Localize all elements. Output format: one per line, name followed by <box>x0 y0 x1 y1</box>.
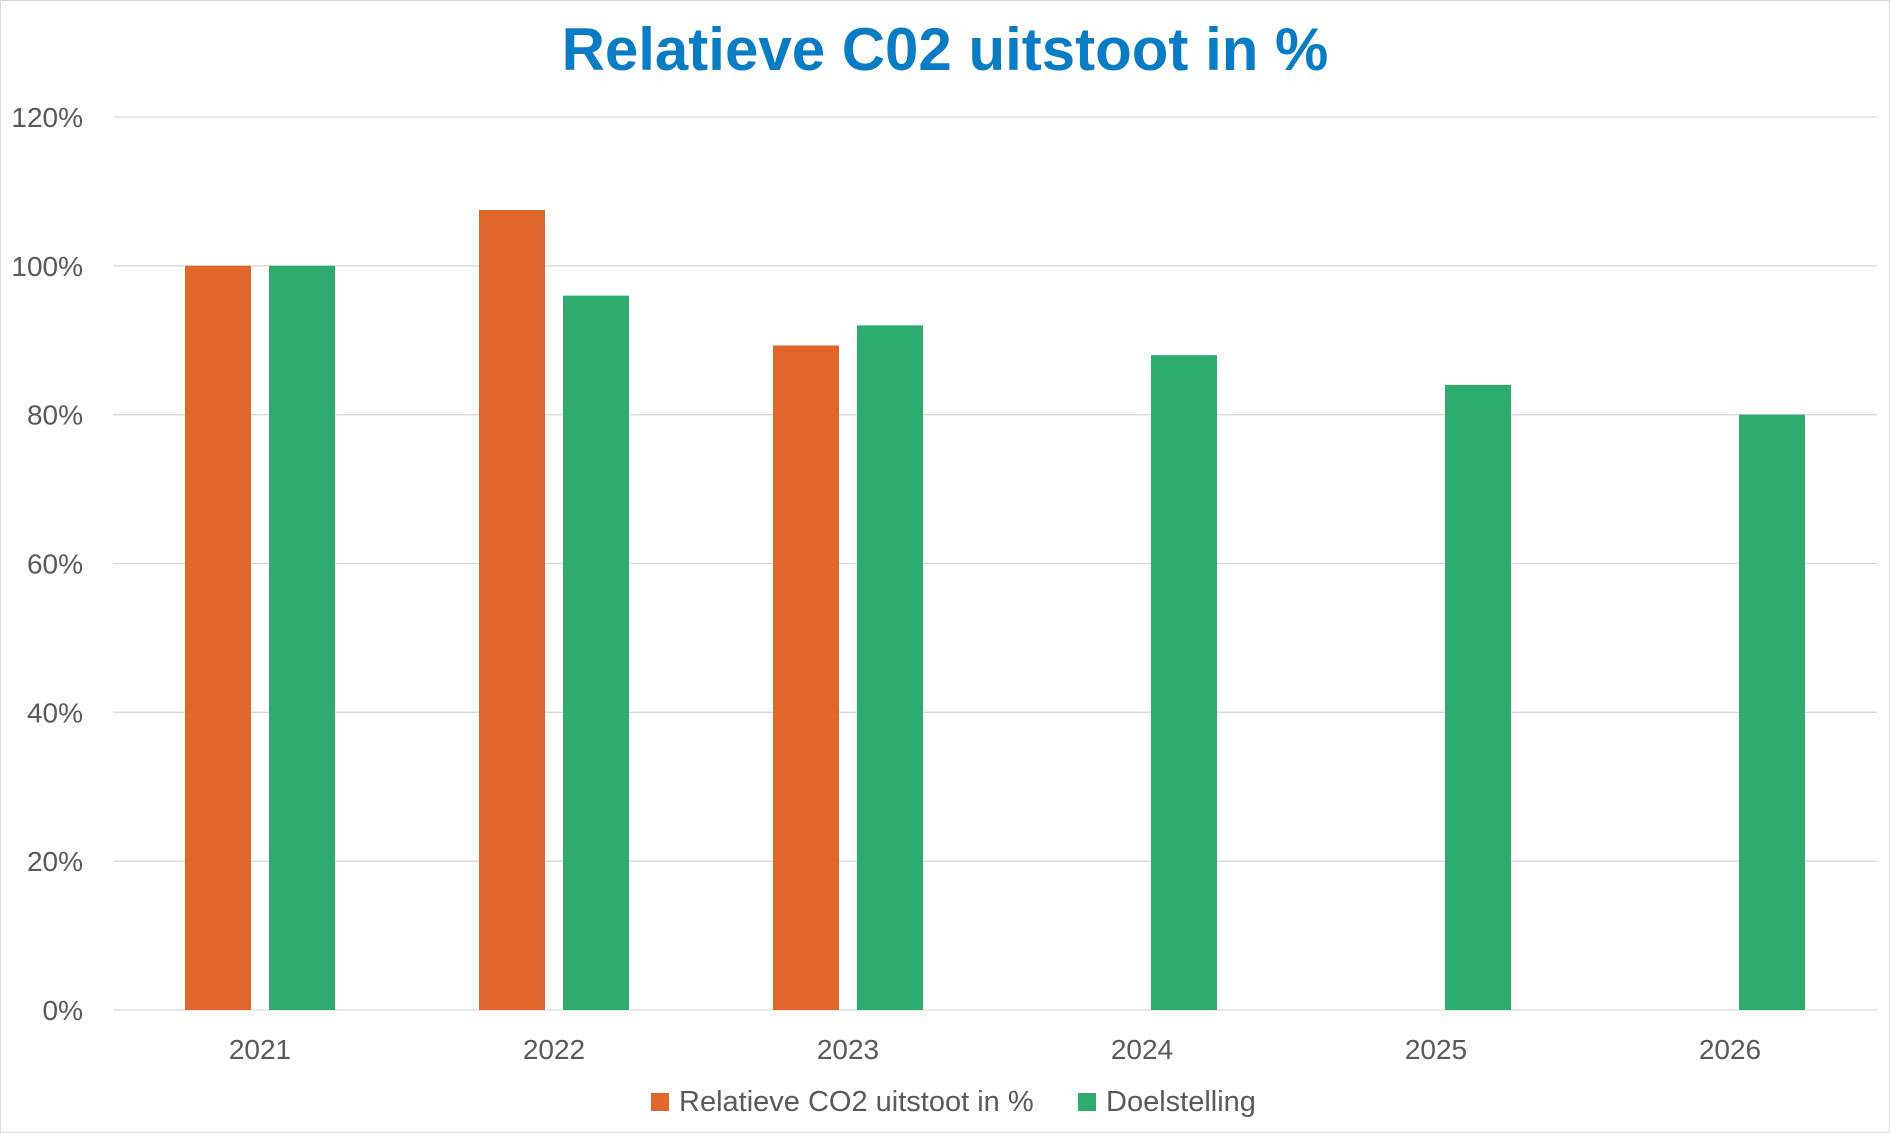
bar-doelstelling-2023 <box>857 325 923 1010</box>
y-tick-label: 0% <box>43 995 83 1026</box>
legend-swatch <box>1078 1093 1096 1111</box>
legend-swatch <box>651 1093 669 1111</box>
x-axis-tick-labels: 2021 2022 2023 2024 2025 2026 <box>229 1034 1761 1065</box>
gridlines <box>113 116 1877 1011</box>
legend-label: Doelstelling <box>1106 1086 1256 1118</box>
legend-label: Relatieve CO2 uitstoot in % <box>679 1086 1034 1118</box>
bar-relatieve-co2-2021 <box>185 265 251 1010</box>
y-tick-label: 60% <box>27 549 83 580</box>
y-tick-label: 100% <box>11 251 83 282</box>
bar-doelstelling-2026 <box>1739 414 1805 1011</box>
x-tick-label: 2022 <box>523 1034 585 1065</box>
y-tick-label: 20% <box>27 846 83 877</box>
x-tick-label: 2026 <box>1699 1034 1761 1065</box>
x-tick-label: 2023 <box>817 1034 879 1065</box>
y-tick-label: 120% <box>11 102 83 133</box>
bar-doelstelling-2024 <box>1151 355 1217 1011</box>
bar-relatieve-co2-2023 <box>773 345 839 1010</box>
bar-doelstelling-2021 <box>269 265 335 1010</box>
y-tick-label: 80% <box>27 400 83 431</box>
bars <box>185 210 1805 1011</box>
x-tick-label: 2025 <box>1405 1034 1467 1065</box>
bar-doelstelling-2025 <box>1445 384 1511 1010</box>
bar-doelstelling-2022 <box>563 295 629 1011</box>
x-tick-label: 2024 <box>1111 1034 1173 1065</box>
y-tick-label: 40% <box>27 697 83 728</box>
y-axis-tick-labels: 0% 20% 40% 60% 80% 100% 120% <box>11 102 83 1026</box>
bar-relatieve-co2-2022 <box>479 210 545 1011</box>
legend: Relatieve CO2 uitstoot in % Doelstelling <box>651 1086 1256 1118</box>
chart-title: Relatieve C02 uitstoot in % <box>561 16 1329 83</box>
x-tick-label: 2021 <box>229 1034 291 1065</box>
